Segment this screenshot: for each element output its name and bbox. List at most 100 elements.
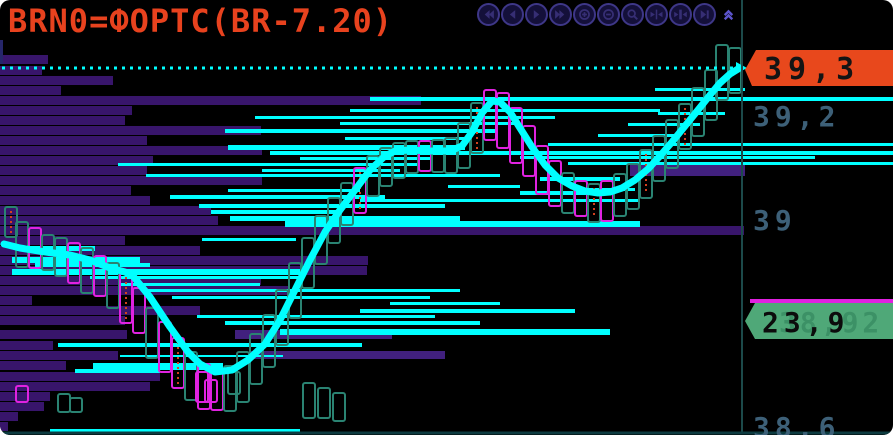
volume-profile-bar xyxy=(250,351,445,359)
liquidity-line xyxy=(230,216,460,221)
volume-profile-bar xyxy=(0,246,200,255)
liquidity-line xyxy=(118,163,420,166)
volume-profile-bar xyxy=(0,146,262,155)
candle xyxy=(195,371,209,403)
volume-profile-bar xyxy=(0,166,147,175)
chart-toolbar xyxy=(477,3,740,26)
volume-profile-bar xyxy=(0,392,50,401)
volume-profile-bar xyxy=(630,165,745,176)
zoom-out-icon xyxy=(603,9,614,20)
liquidity-line xyxy=(90,276,300,279)
skip-forward-button[interactable] xyxy=(549,3,572,26)
candle xyxy=(301,237,315,289)
liquidity-line xyxy=(58,343,362,347)
volume-profile-bar xyxy=(0,402,44,411)
liquidity-line xyxy=(225,321,480,325)
liquidity-line xyxy=(262,169,400,172)
liquidity-line xyxy=(568,162,893,165)
volume-profile-bar xyxy=(0,276,261,285)
liquidity-line xyxy=(199,204,445,208)
last-price-badge: 39,3 xyxy=(745,50,893,86)
step-forward-button[interactable] xyxy=(525,3,548,26)
volume-profile-bar xyxy=(0,216,218,225)
expand-icon xyxy=(674,9,687,20)
expand-scale-button[interactable] xyxy=(669,3,692,26)
liquidity-line xyxy=(228,189,360,192)
step-forward-icon xyxy=(533,10,540,19)
liquidity-line xyxy=(285,221,640,227)
liquidity-line xyxy=(120,355,283,357)
secondary-price-badge: 38,92 23,9 xyxy=(745,299,893,339)
volume-profile-bar xyxy=(0,351,118,360)
volume-profile-bar xyxy=(0,382,150,391)
liquidity-line xyxy=(197,315,435,318)
volume-profile-bar xyxy=(0,372,160,381)
compress-scale-button[interactable] xyxy=(645,3,668,26)
instrument-title: BRN0=ФОРТС(BR-7.20) xyxy=(8,2,394,40)
liquidity-line xyxy=(628,123,700,126)
to-end-icon xyxy=(700,10,709,19)
candle xyxy=(332,392,346,422)
liquidity-line xyxy=(225,129,495,133)
liquidity-line xyxy=(228,145,465,150)
volume-profile-bar xyxy=(0,422,8,431)
volume-profile-bar xyxy=(0,341,53,350)
volume-profile-bar xyxy=(0,126,261,135)
axis-label: 38,6 xyxy=(753,411,841,435)
volume-profile-bar xyxy=(0,236,125,245)
volume-profile-bar xyxy=(0,76,113,85)
volume-profile-bar xyxy=(0,296,32,305)
skip-back-icon xyxy=(484,10,494,19)
secondary-badge-body xyxy=(745,303,893,339)
last-price-value: 39,3 xyxy=(764,52,861,87)
liquidity-line xyxy=(370,97,893,101)
candle xyxy=(302,382,316,419)
step-back-button[interactable] xyxy=(501,3,524,26)
chevron-up-double-icon xyxy=(723,9,734,21)
liquidity-line xyxy=(345,137,470,140)
magenta-level-line xyxy=(750,299,893,303)
axis-label: 39 xyxy=(753,204,797,237)
liquidity-line xyxy=(118,283,260,286)
volume-profile-bar xyxy=(0,66,42,75)
volume-profile-bar xyxy=(0,412,18,421)
liquidity-line xyxy=(520,156,815,159)
volume-profile-bar xyxy=(0,206,211,215)
liquidity-line xyxy=(540,177,620,181)
magnifier-button[interactable] xyxy=(621,3,644,26)
zoom-out-button[interactable] xyxy=(597,3,620,26)
candle xyxy=(444,137,458,174)
compress-icon xyxy=(650,9,663,20)
ghost-price-value: 38,92 xyxy=(779,306,884,339)
volume-profile-bar xyxy=(0,96,421,105)
liquidity-line xyxy=(360,199,640,202)
liquidity-line xyxy=(300,157,430,160)
zoom-in-button[interactable] xyxy=(573,3,596,26)
volume-profile-bar xyxy=(0,86,61,95)
liquidity-line xyxy=(50,429,300,432)
skip-forward-icon xyxy=(555,10,565,19)
volume-profile-bar xyxy=(0,55,48,64)
liquidity-line xyxy=(598,134,680,137)
volume-profile-bar xyxy=(0,176,262,185)
magnifier-icon xyxy=(627,9,638,20)
candle xyxy=(57,393,71,413)
liquidity-line xyxy=(340,122,515,125)
volume-profile-bar xyxy=(0,306,200,315)
go-to-end-button[interactable] xyxy=(693,3,716,26)
volume-profile-bar xyxy=(0,156,153,165)
liquidity-line xyxy=(202,238,296,241)
liquidity-line xyxy=(548,143,893,146)
volume-profile-bar xyxy=(0,256,368,265)
zoom-in-icon xyxy=(579,9,590,20)
scroll-up-button[interactable] xyxy=(717,3,740,26)
frame-edge xyxy=(0,40,3,64)
axis-label: 39,2 xyxy=(753,100,841,133)
liquidity-line xyxy=(448,185,520,188)
liquidity-line xyxy=(255,116,555,119)
volume-profile-bar xyxy=(0,330,127,339)
candle xyxy=(288,262,302,319)
skip-back-button[interactable] xyxy=(477,3,500,26)
